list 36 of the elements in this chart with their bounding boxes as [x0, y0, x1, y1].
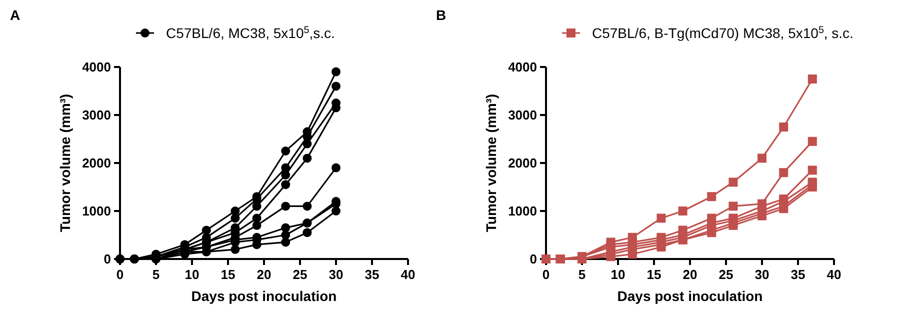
y-axis-title: Tumor volume (mm³) — [483, 94, 499, 232]
y-tick-label: 4000 — [82, 60, 111, 74]
y-axis-title: Tumor volume (mm³) — [57, 94, 73, 232]
legend-label: C57BL/6, B-Tg(mCd70) MC38, 5x10$^{5}$, s.c. — [592, 24, 854, 41]
x-tick-label: 10 — [184, 267, 200, 282]
y-tick-label: 1000 — [508, 204, 537, 218]
x-tick-label: 0 — [116, 267, 124, 282]
x-tick-label: 30 — [754, 267, 770, 282]
x-tick-label: 5 — [578, 267, 586, 282]
x-tick-label: 15 — [646, 267, 662, 282]
y-tick-label: 2000 — [508, 156, 537, 170]
y-tick-label: 3000 — [82, 108, 111, 122]
y-tick-label: 2000 — [82, 156, 111, 170]
x-tick-label: 30 — [328, 267, 344, 282]
y-tick-label: 0 — [104, 252, 111, 266]
x-tick-label: 40 — [400, 267, 416, 282]
x-tick-label: 20 — [256, 267, 272, 282]
x-tick-label: 40 — [826, 267, 842, 282]
y-tick-label: 4000 — [508, 60, 537, 74]
y-tick-label: 3000 — [508, 108, 537, 122]
x-tick-label: 25 — [292, 267, 308, 282]
y-tick-label: 0 — [530, 252, 537, 266]
chart-title: B — [436, 7, 446, 23]
x-tick-label: 15 — [220, 267, 236, 282]
x-axis-title: Days post inoculation — [191, 288, 337, 304]
x-tick-label: 20 — [682, 267, 698, 282]
chart-title: A — [10, 7, 20, 23]
y-tick-label: 1000 — [82, 204, 111, 218]
x-tick-label: 35 — [364, 267, 380, 282]
legend-label: C57BL/6, MC38, 5x10$^{5}$,s.c. — [166, 24, 335, 41]
x-tick-label: 25 — [718, 267, 734, 282]
x-axis-title: Days post inoculation — [617, 288, 763, 304]
x-tick-label: 35 — [790, 267, 806, 282]
x-tick-label: 5 — [152, 267, 160, 282]
x-tick-label: 0 — [542, 267, 550, 282]
x-tick-label: 10 — [610, 267, 626, 282]
